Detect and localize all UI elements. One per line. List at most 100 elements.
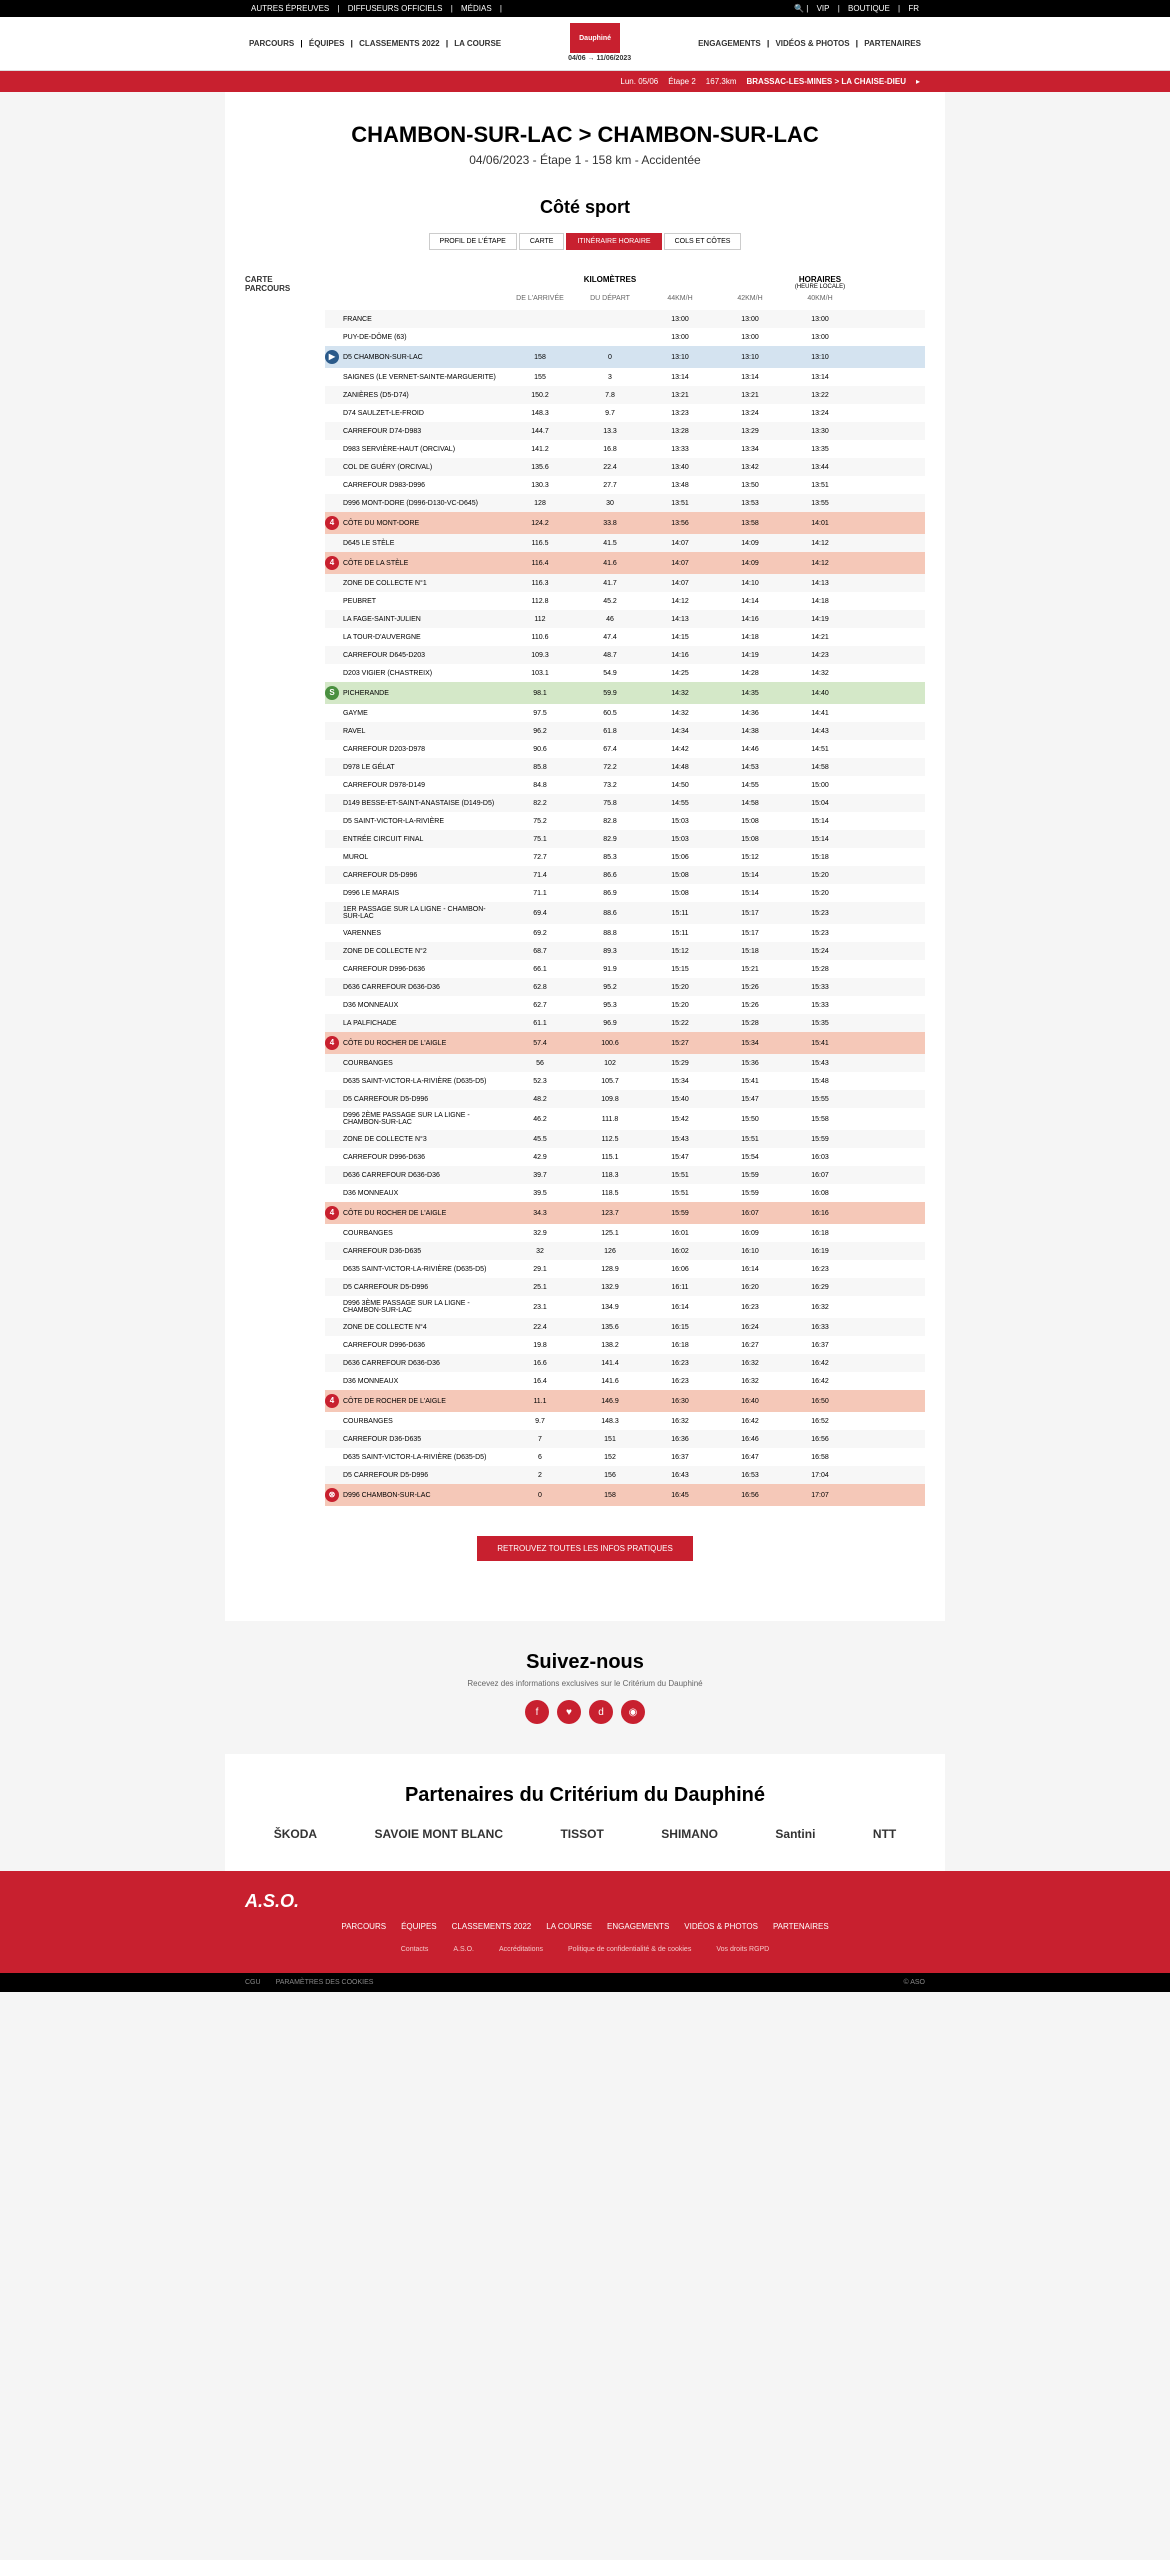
page-subtitle: 04/06/2023 - Étape 1 - 158 km - Accident… (245, 153, 925, 167)
navbar: PARCOURS | ÉQUIPES | CLASSEMENTS 2022 | … (0, 17, 1170, 71)
timetable-row: MUROL72.785.315:0615:1215:18 (325, 848, 925, 866)
timetable-row: ZONE DE COLLECTE N°1116.341.714:0714:101… (325, 574, 925, 592)
timetable-row: PUY-DE-DÔME (63)13:0013:0013:00 (325, 328, 925, 346)
timetable-row: PEUBRET112.845.214:1214:1414:18 (325, 592, 925, 610)
timetable-row: D36 MONNEAUX39.5118.515:5115:5916:08 (325, 1184, 925, 1202)
topbar-link[interactable]: DIFFUSEURS OFFICIELS (348, 4, 443, 13)
twitter-icon[interactable]: ♥ (557, 1700, 581, 1724)
timetable-row: LA TOUR-D'AUVERGNE110.647.414:1514:1814:… (325, 628, 925, 646)
nav-link[interactable]: VIDÉOS & PHOTOS (775, 39, 849, 48)
timetable-row: D996 MONT-DORE (D996-D130-VC-D645)128301… (325, 494, 925, 512)
partner-logo[interactable]: ŠKODA (274, 1827, 317, 1841)
partner-logo[interactable]: TISSOT (560, 1827, 603, 1841)
footer-nav-link[interactable]: CLASSEMENTS 2022 (452, 1922, 532, 1931)
footer-sub-link[interactable]: Politique de confidentialité & de cookie… (568, 1946, 691, 1953)
nav-link[interactable]: ÉQUIPES (309, 39, 345, 48)
nav-link[interactable]: PARCOURS (249, 39, 294, 48)
partner-logo[interactable]: SHIMANO (661, 1827, 718, 1841)
footer-bottom-link[interactable]: CGU (245, 1979, 261, 1986)
timetable-row: SPICHERANDE98.159.914:3214:3514:40 (325, 682, 925, 704)
tab[interactable]: CARTE (519, 233, 565, 250)
timetable-row: CARREFOUR D74-D983144.713.313:2813:2913:… (325, 422, 925, 440)
climb-icon: 4 (325, 556, 339, 570)
topbar-link[interactable]: FR (908, 4, 919, 13)
partner-logo[interactable]: NTT (873, 1827, 896, 1841)
timetable-row: 1ER PASSAGE SUR LA LIGNE - CHAMBON-SUR-L… (325, 902, 925, 924)
topbar-link[interactable]: VIP (817, 4, 830, 13)
tab[interactable]: ITINÉRAIRE HORAIRE (566, 233, 661, 250)
footer-nav-link[interactable]: ÉQUIPES (401, 1922, 437, 1931)
timetable-row: LA PALFICHADE61.196.915:2215:2815:35 (325, 1014, 925, 1032)
timetable-row: COURBANGES9.7148.316:3216:4216:52 (325, 1412, 925, 1430)
search-icon[interactable]: 🔍 (794, 4, 804, 13)
timetable-row: D74 SAULZET-LE-FROID148.39.713:2313:2413… (325, 404, 925, 422)
footer-sub-link[interactable]: A.S.O. (453, 1946, 474, 1953)
timetable-row: ZANIÈRES (D5-D74)150.27.813:2113:2113:22 (325, 386, 925, 404)
footer-sub-link[interactable]: Accréditations (499, 1946, 543, 1953)
timetable-row: D36 MONNEAUX62.795.315:2015:2615:33 (325, 996, 925, 1014)
timetable-row: D635 SAINT-VICTOR-LA-RIVIÈRE (D635-D5)52… (325, 1072, 925, 1090)
timetable-row: ⊗D996 CHAMBON-SUR-LAC015816:4516:5617:07 (325, 1484, 925, 1506)
footer-sub-link[interactable]: Vos droits RGPD (716, 1946, 769, 1953)
tab[interactable]: PROFIL DE L'ÉTAPE (429, 233, 517, 250)
timetable-row: D636 CARREFOUR D636-D3616.6141.416:2316:… (325, 1354, 925, 1372)
footer-sub-link[interactable]: Contacts (401, 1946, 429, 1953)
timetable-row: D5 CARREFOUR D5-D996215616:4316:5317:04 (325, 1466, 925, 1484)
timetable-row: LA FAGE-SAINT-JULIEN1124614:1314:1614:19 (325, 610, 925, 628)
chevron-right-icon[interactable]: ▸ (916, 77, 920, 86)
timetable-row: VARENNES69.288.815:1115:1715:23 (325, 924, 925, 942)
timetable-row: 4CÔTE DU ROCHER DE L'AIGLE57.4100.615:27… (325, 1032, 925, 1054)
partner-logo[interactable]: SAVOIE MONT BLANC (375, 1827, 503, 1841)
timetable-row: CARREFOUR D996-D63619.8138.216:1816:2716… (325, 1336, 925, 1354)
timetable-row: CARREFOUR D36-D635715116:3616:4616:56 (325, 1430, 925, 1448)
footer-nav-link[interactable]: ENGAGEMENTS (607, 1922, 669, 1931)
tab[interactable]: COLS ET CÔTES (664, 233, 742, 250)
timetable-row: CARREFOUR D645-D203109.348.714:1614:1914… (325, 646, 925, 664)
climb-icon: 4 (325, 1036, 339, 1050)
timetable-row: RAVEL96.261.814:3414:3814:43 (325, 722, 925, 740)
timetable-row: D635 SAINT-VICTOR-LA-RIVIÈRE (D635-D5)29… (325, 1260, 925, 1278)
topbar-link[interactable]: MÉDIAS (461, 4, 492, 13)
footer-nav-link[interactable]: LA COURSE (546, 1922, 592, 1931)
timetable-row: ▶D5 CHAMBON-SUR-LAC158013:1013:1013:10 (325, 346, 925, 368)
timetable-row: 4CÔTE DE LA STÈLE116.441.614:0714:0914:1… (325, 552, 925, 574)
timetable-row: CARREFOUR D983-D996130.327.713:4813:5013… (325, 476, 925, 494)
timetable-row: CARREFOUR D978-D14984.873.214:5014:5515:… (325, 776, 925, 794)
nav-link[interactable]: CLASSEMENTS 2022 (359, 39, 439, 48)
page-title: CHAMBON-SUR-LAC > CHAMBON-SUR-LAC (245, 122, 925, 148)
dailymotion-icon[interactable]: d (589, 1700, 613, 1724)
instagram-icon[interactable]: ◉ (621, 1700, 645, 1724)
partner-logo[interactable]: Santini (775, 1827, 815, 1841)
timetable-row: D983 SERVIÈRE-HAUT (ORCIVAL)141.216.813:… (325, 440, 925, 458)
timetable-row: CARREFOUR D5-D99671.486.615:0815:1415:20 (325, 866, 925, 884)
timetable-row: D149 BESSE-ET-SAINT-ANASTAISE (D149-D5)8… (325, 794, 925, 812)
timetable-row: COL DE GUÉRY (ORCIVAL)135.622.413:4013:4… (325, 458, 925, 476)
timetable-row: ZONE DE COLLECTE N°268.789.315:1215:1815… (325, 942, 925, 960)
facebook-icon[interactable]: f (525, 1700, 549, 1724)
cta-button[interactable]: RETROUVEZ TOUTES LES INFOS PRATIQUES (477, 1536, 693, 1561)
nav-link[interactable]: LA COURSE (454, 39, 501, 48)
nav-link[interactable]: ENGAGEMENTS (698, 39, 761, 48)
footer-nav-link[interactable]: VIDÉOS & PHOTOS (684, 1922, 758, 1931)
timetable-row: D5 CARREFOUR D5-D99648.2109.815:4015:471… (325, 1090, 925, 1108)
finish-icon: ⊗ (325, 1488, 339, 1502)
stage-banner: Lun. 05/06 Étape 2 167.3km BRASSAC-LES-M… (0, 71, 1170, 92)
timetable-row: SAIGNES (LE VERNET-SAINTE-MARGUERITE)155… (325, 368, 925, 386)
topbar-link[interactable]: AUTRES ÉPREUVES (251, 4, 329, 13)
footer-bottom-link[interactable]: PARAMÈTRES DES COOKIES (276, 1979, 374, 1986)
nav-link[interactable]: PARTENAIRES (864, 39, 921, 48)
timetable-row: D636 CARREFOUR D636-D3639.7118.315:5115:… (325, 1166, 925, 1184)
timetable-row: CARREFOUR D36-D6353212616:0216:1016:19 (325, 1242, 925, 1260)
logo[interactable]: Dauphiné (570, 23, 620, 53)
timetable-row: CARREFOUR D996-D63642.9115.115:4715:5416… (325, 1148, 925, 1166)
footer-nav-link[interactable]: PARTENAIRES (773, 1922, 829, 1931)
follow-section: Suivez-nous Recevez des informations exc… (0, 1621, 1170, 1754)
footer-nav-link[interactable]: PARCOURS (341, 1922, 386, 1931)
date-badge: 04/06 → 11/06/2023 (560, 53, 639, 64)
topbar-link[interactable]: BOUTIQUE (848, 4, 890, 13)
timetable-row: D635 SAINT-VICTOR-LA-RIVIÈRE (D635-D5)61… (325, 1448, 925, 1466)
timetable-row: 4CÔTE DU MONT-DORE124.233.813:5613:5814:… (325, 512, 925, 534)
aso-logo: A.S.O. (245, 1891, 925, 1912)
timetable-row: D645 LE STÈLE116.541.514:0714:0914:12 (325, 534, 925, 552)
footer-bottom: CGUPARAMÈTRES DES COOKIES © ASO (0, 1973, 1170, 1992)
